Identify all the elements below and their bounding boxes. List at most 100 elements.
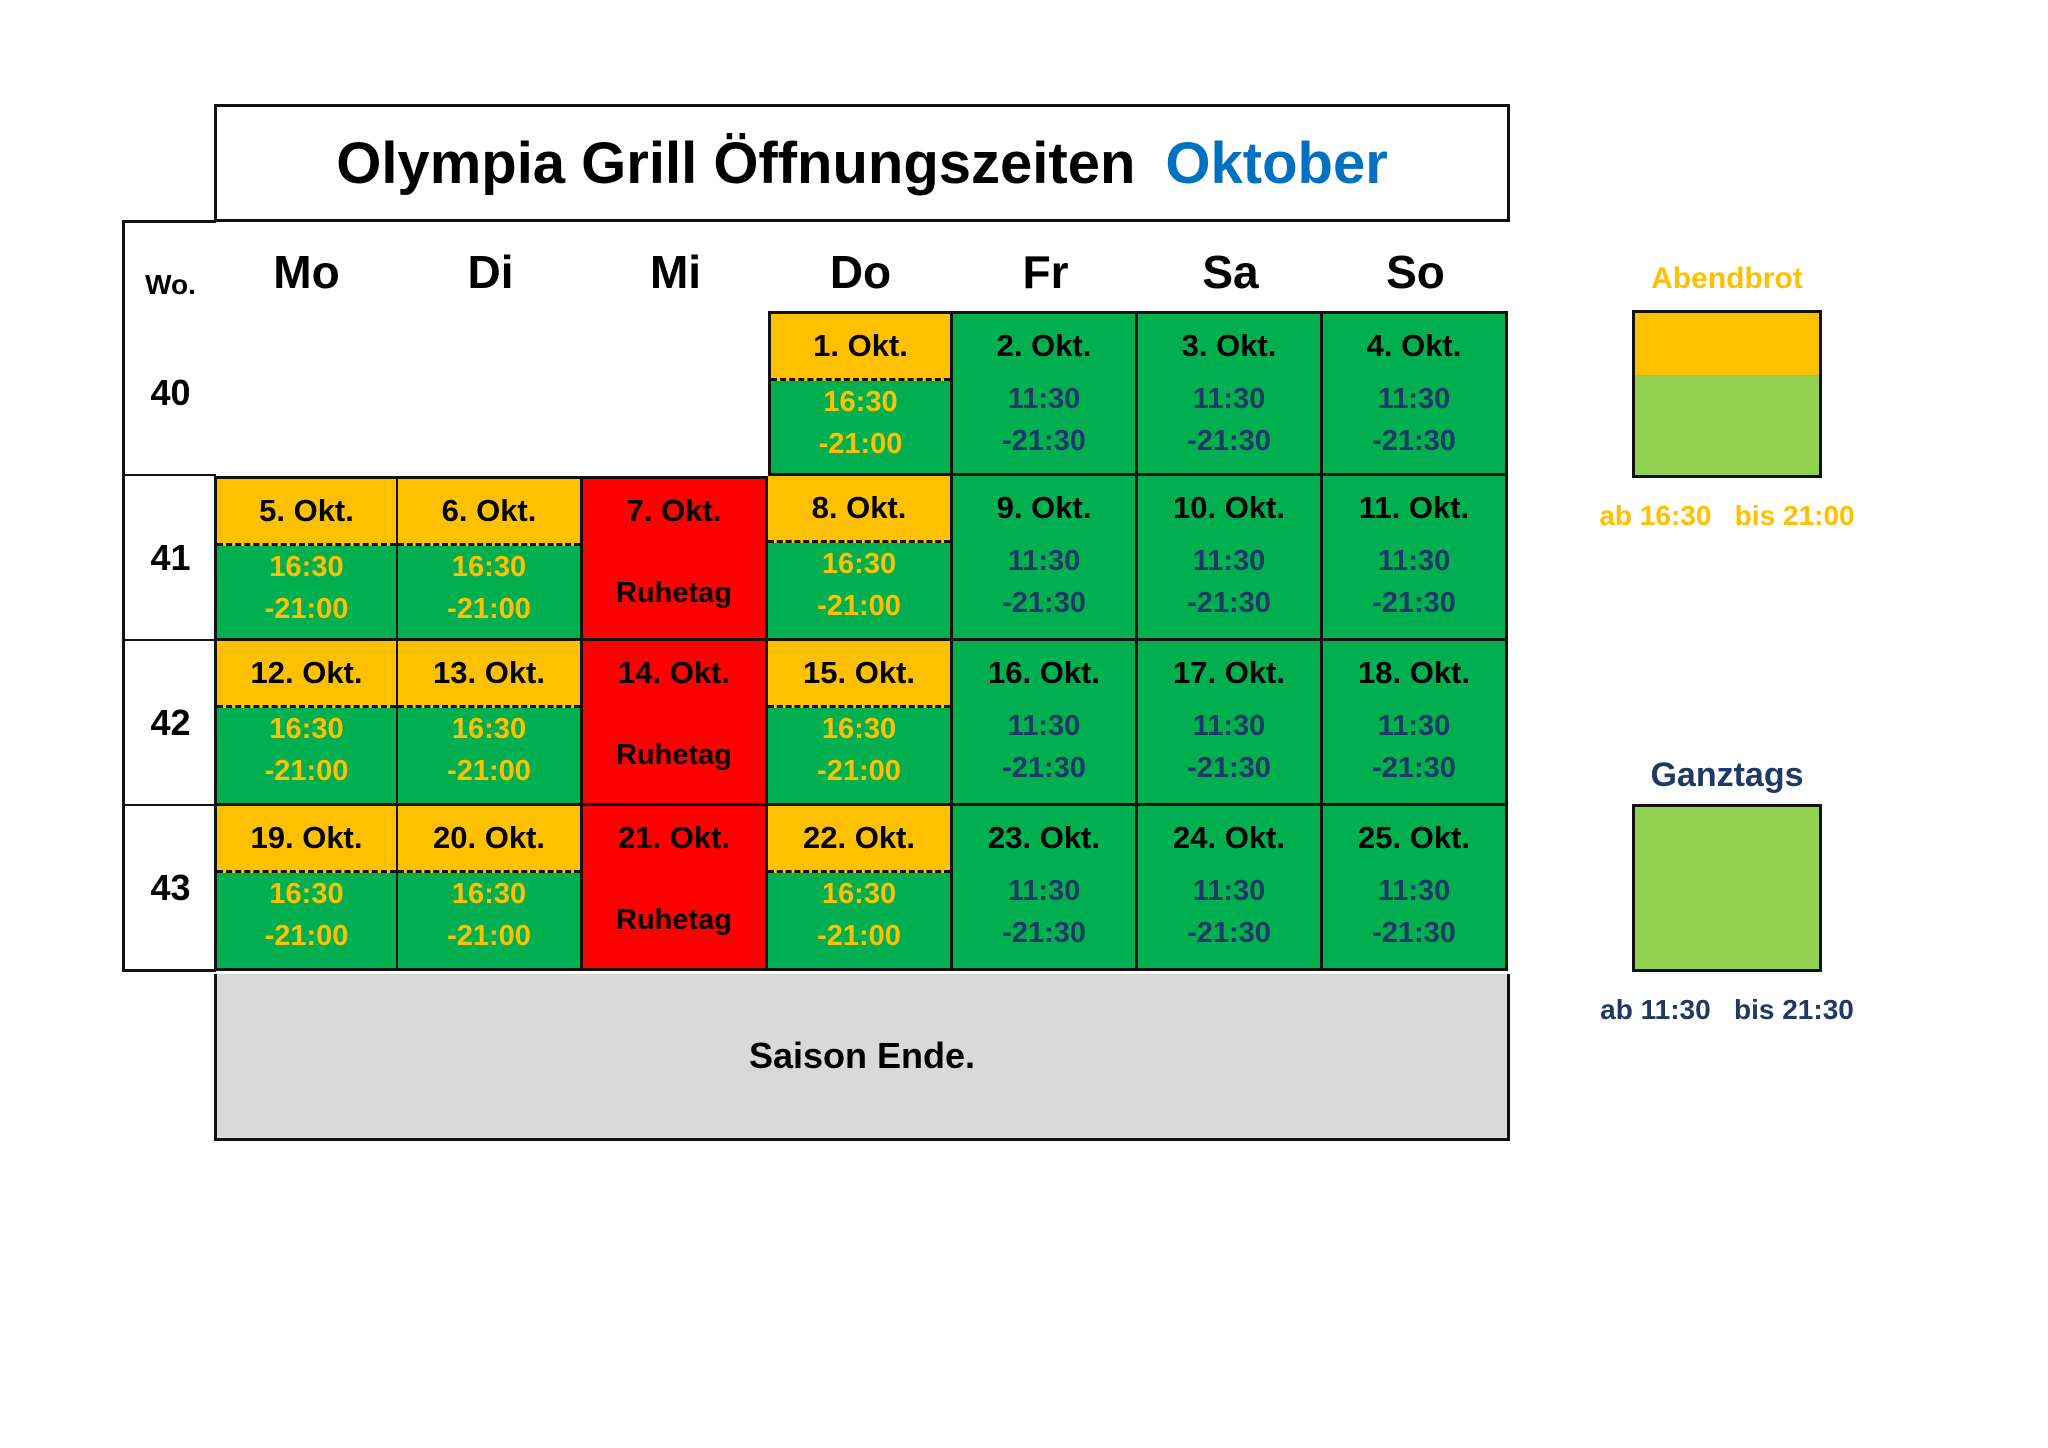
- cell-open-time: 16:30: [269, 712, 344, 745]
- cell-date: 2. Okt.: [996, 328, 1092, 363]
- day-cell: 20. Okt. 16:30 -21:00: [398, 806, 583, 971]
- legend-ganztags-title: Ganztags: [1650, 756, 1804, 794]
- day-cell: 11. Okt. 11:30 -21:30: [1323, 476, 1508, 641]
- cell-date: 5. Okt.: [217, 479, 396, 546]
- day-cell: 10. Okt. 11:30 -21:30: [1138, 476, 1323, 641]
- cell-open-time: 11:30: [1377, 382, 1451, 415]
- day-cell: 14. Okt. Ruhetag: [583, 641, 768, 806]
- cell-date: 23. Okt.: [988, 820, 1100, 855]
- cell-date: 13. Okt.: [398, 641, 580, 708]
- cell-close-time: -21:30: [1002, 751, 1086, 784]
- cell-close-time: -21:00: [447, 919, 531, 952]
- day-header-mi: Mi: [649, 246, 702, 298]
- cell-date: 24. Okt.: [1173, 820, 1285, 855]
- day-header-so: So: [1386, 246, 1445, 298]
- cell-close-time: -21:30: [1002, 424, 1086, 457]
- cell-close-time: -21:00: [264, 919, 349, 952]
- day-cell: 3. Okt. 11:30 -21:30: [1138, 311, 1323, 476]
- cell-open-time: 16:30: [821, 877, 897, 910]
- day-header-fr: Fr: [1022, 246, 1069, 298]
- cell-open-time: 11:30: [1007, 382, 1081, 415]
- day-cell: 22. Okt. 16:30 -21:00: [768, 806, 953, 971]
- cell-open-time: 16:30: [823, 385, 898, 418]
- cell-date: 16. Okt.: [988, 655, 1100, 690]
- cell-date: 21. Okt.: [618, 820, 730, 855]
- cell-date: 25. Okt.: [1358, 820, 1470, 855]
- cell-date: 8. Okt.: [768, 476, 950, 543]
- day-cell: 17. Okt. 11:30 -21:30: [1138, 641, 1323, 806]
- page-title: Olympia Grill Öffnungszeiten Oktober: [214, 104, 1510, 222]
- week-number: 41: [122, 476, 216, 642]
- cell-ruhetag: Ruhetag: [616, 576, 732, 609]
- cell-close-time: -21:30: [1187, 424, 1271, 457]
- cell-date: 18. Okt.: [1358, 655, 1470, 690]
- cell-open-time: 11:30: [1007, 544, 1081, 577]
- cell-open-time: 16:30: [269, 550, 344, 583]
- day-cell: 15. Okt. 16:30 -21:00: [768, 641, 953, 806]
- cell-open-time: 16:30: [269, 877, 344, 910]
- cell-open-time: 11:30: [1192, 544, 1266, 577]
- day-cell: 1. Okt. 16:30 -21:00: [768, 311, 953, 476]
- cell-close-time: -21:30: [1187, 586, 1271, 619]
- cell-open-time: 11:30: [1192, 382, 1266, 415]
- legend-abendbrot-swatch: [1632, 310, 1822, 478]
- cell-close-time: -21:30: [1372, 586, 1456, 619]
- day-cell: 12. Okt. 16:30 -21:00: [214, 641, 399, 806]
- legend-ganztags-swatch: [1632, 804, 1822, 972]
- cell-close-time: -21:30: [1187, 751, 1271, 784]
- cell-open-time: 11:30: [1377, 544, 1451, 577]
- cell-date: 10. Okt.: [1173, 490, 1285, 525]
- day-cell: 18. Okt. 11:30 -21:30: [1323, 641, 1508, 806]
- cell-date: 4. Okt.: [1366, 328, 1462, 363]
- cell-date: 20. Okt.: [398, 806, 580, 873]
- day-cell: 19. Okt. 16:30 -21:00: [214, 806, 399, 971]
- saison-ende-banner: Saison Ende.: [214, 974, 1510, 1141]
- cell-date: 12. Okt.: [217, 641, 396, 708]
- cell-close-time: -21:30: [1002, 916, 1086, 949]
- title-month: Oktober: [1165, 130, 1388, 196]
- cell-open-time: 16:30: [451, 550, 527, 583]
- title-main: Olympia Grill Öffnungszeiten: [336, 130, 1136, 196]
- day-cell: 21. Okt. Ruhetag: [583, 806, 768, 971]
- day-cell: 7. Okt. Ruhetag: [583, 476, 768, 641]
- cell-date: 9. Okt.: [996, 490, 1092, 525]
- week-number: 43: [122, 806, 216, 972]
- cell-close-time: -21:00: [817, 589, 901, 622]
- cell-date: 15. Okt.: [768, 641, 950, 708]
- cell-ruhetag: Ruhetag: [616, 903, 732, 936]
- cell-date: 11. Okt.: [1358, 490, 1470, 525]
- cell-date: 7. Okt.: [626, 493, 722, 528]
- cell-date: 22. Okt.: [768, 806, 950, 873]
- cell-close-time: -21:00: [264, 592, 349, 625]
- day-header-sa: Sa: [1202, 246, 1259, 298]
- day-cell: 25. Okt. 11:30 -21:30: [1323, 806, 1508, 971]
- day-cell: 2. Okt. 11:30 -21:30: [953, 311, 1138, 476]
- cell-open-time: 11:30: [1192, 709, 1266, 742]
- cell-open-time: 11:30: [1192, 874, 1266, 907]
- cell-open-time: 16:30: [451, 712, 527, 745]
- cell-close-time: -21:30: [1372, 751, 1456, 784]
- cell-date: 19. Okt.: [217, 806, 396, 873]
- day-cell: 16. Okt. 11:30 -21:30: [953, 641, 1138, 806]
- day-cell: 5. Okt. 16:30 -21:00: [214, 476, 399, 641]
- cell-close-time: -21:30: [1187, 916, 1271, 949]
- cell-date: 6. Okt.: [398, 479, 580, 546]
- day-cell: 13. Okt. 16:30 -21:00: [398, 641, 583, 806]
- cell-open-time: 11:30: [1377, 709, 1451, 742]
- cell-open-time: 16:30: [821, 547, 897, 580]
- cell-open-time: 16:30: [451, 877, 527, 910]
- legend-abendbrot-top: [1635, 313, 1819, 375]
- day-cell: 6. Okt. 16:30 -21:00: [398, 476, 583, 641]
- day-cell: 8. Okt. 16:30 -21:00: [768, 476, 953, 641]
- cell-close-time: -21:00: [447, 754, 531, 787]
- cell-date: 14. Okt.: [618, 655, 730, 690]
- cell-close-time: -21:30: [1372, 424, 1456, 457]
- day-header-di: Di: [467, 246, 514, 298]
- legend-ganztags-caption: ab 11:30 bis 21:30: [1600, 994, 1854, 1025]
- cell-open-time: 11:30: [1007, 874, 1081, 907]
- cell-open-time: 11:30: [1007, 709, 1081, 742]
- cell-ruhetag: Ruhetag: [616, 738, 732, 771]
- cell-date: 1. Okt.: [771, 314, 950, 381]
- day-cell: 24. Okt. 11:30 -21:30: [1138, 806, 1323, 971]
- day-cell: 23. Okt. 11:30 -21:30: [953, 806, 1138, 971]
